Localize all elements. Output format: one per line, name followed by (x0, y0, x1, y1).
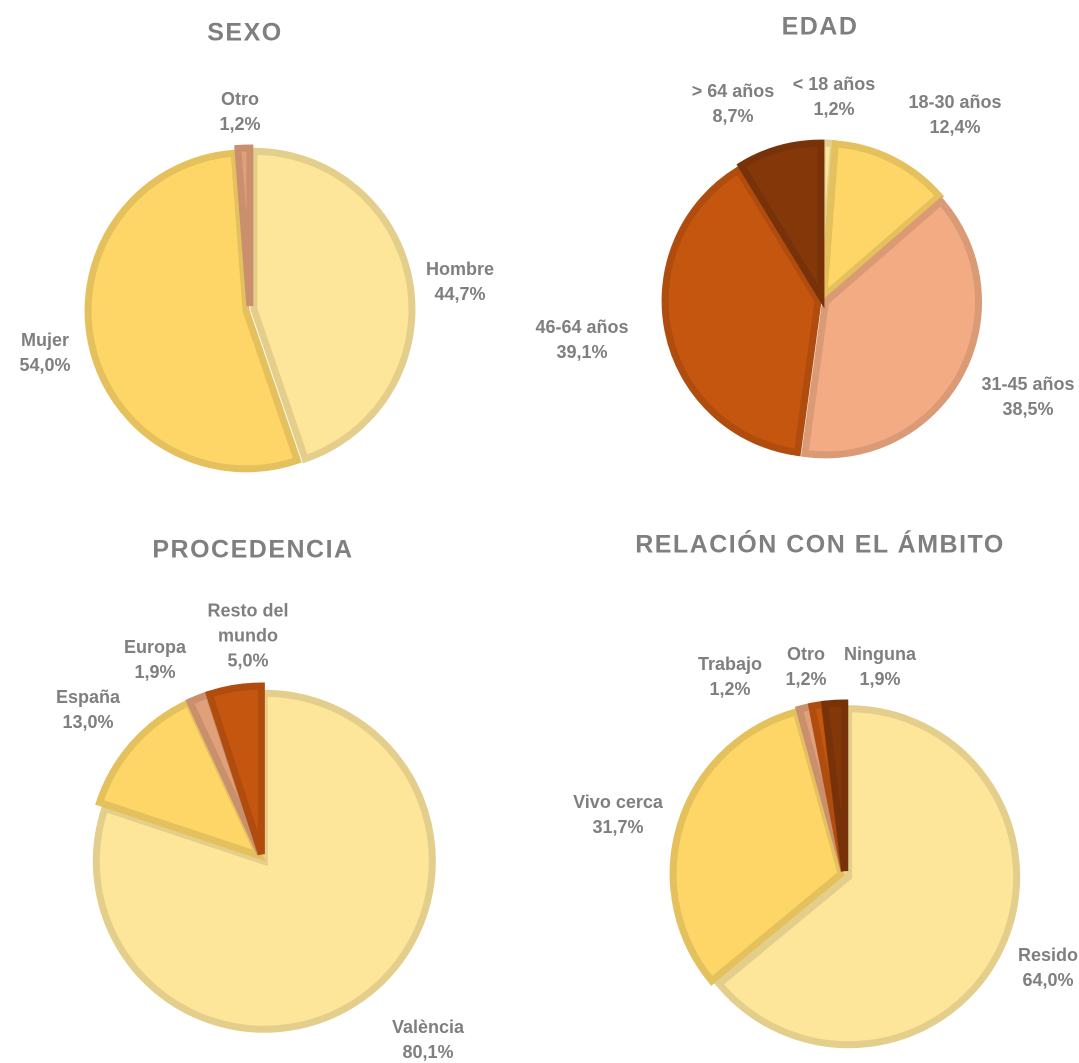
slice-label: Otro 1,2% (190, 87, 290, 137)
pie-slice (84, 149, 302, 473)
pie-slice (95, 698, 266, 862)
slice-label: València 80,1% (378, 1015, 478, 1063)
slice-label: Ninguna 1,9% (830, 642, 930, 692)
pie-slice (819, 140, 945, 305)
category-label: Ninguna (844, 644, 916, 664)
value-label: 1,9% (859, 669, 901, 689)
category-label: < 18 años (792, 74, 876, 94)
category-label: València (391, 1017, 465, 1037)
pie-slice (234, 144, 254, 307)
pie-slice (820, 699, 849, 872)
pie-slice (661, 165, 822, 457)
category-label: Hombre (425, 259, 494, 279)
category-label: Europa (123, 637, 186, 657)
pie-slice (669, 707, 846, 986)
value-label: 13,0% (62, 712, 114, 732)
slice-label: < 18 años 1,2% (784, 72, 884, 122)
category-label: Resto del mundo (207, 600, 289, 646)
category-label: 18-30 años (908, 92, 1002, 112)
slice-label: 18-30 años 12,4% (905, 90, 1005, 140)
chart-title: SEXO (207, 18, 283, 47)
slice-label: 31-45 años 38,5% (978, 372, 1078, 422)
value-label: 5,0% (227, 650, 269, 671)
slice-label: Resido 64,0% (998, 943, 1079, 993)
pie-slice (736, 139, 825, 309)
slice-label: España 13,0% (38, 685, 138, 735)
value-label: 1,2% (785, 669, 827, 689)
pie-slice (250, 147, 416, 464)
category-label: Resido (1017, 945, 1078, 965)
category-label: Otro (221, 89, 259, 109)
value-label: 1,2% (813, 99, 855, 119)
value-label: 54,0% (19, 355, 71, 375)
value-label: 1,2% (219, 114, 261, 134)
category-label: 46-64 años (535, 317, 629, 337)
chart-title: RELACIÓN CON EL ÁMBITO (635, 530, 1005, 559)
category-label: Otro (787, 644, 825, 664)
value-label: 44,7% (434, 284, 486, 304)
slice-label: Resto del mundo 5,0% (198, 599, 298, 674)
pie-slice (205, 682, 265, 856)
category-label: España (55, 687, 121, 707)
pie-slice (714, 705, 1021, 1049)
category-label: Vivo cerca (573, 792, 663, 812)
slice-label: 46-64 años 39,1% (532, 315, 632, 365)
category-label: Trabajo (697, 654, 763, 674)
chart-title: PROCEDENCIA (152, 535, 354, 564)
pie-slice (92, 689, 436, 1033)
value-label: 80,1% (402, 1042, 454, 1062)
slice-label: Otro 1,2% (756, 642, 856, 692)
value-label: 12,4% (929, 117, 981, 137)
category-label: 31-45 años (981, 374, 1075, 394)
value-label: 39,1% (556, 342, 608, 362)
pie-slice (800, 196, 982, 459)
value-label: 1,9% (134, 662, 176, 682)
slice-label: > 64 años 8,7% (683, 79, 783, 129)
slice-label: Europa 1,9% (105, 635, 205, 685)
slice-label: Trabajo 1,2% (680, 652, 780, 702)
value-label: 31,7% (592, 817, 644, 837)
category-label: > 64 años (691, 81, 775, 101)
slice-label: Vivo cerca 31,7% (568, 790, 668, 840)
value-label: 64,0% (1022, 970, 1074, 990)
category-label: Mujer (20, 330, 69, 350)
slice-label: Hombre 44,7% (410, 257, 510, 307)
value-label: 1,2% (709, 679, 751, 699)
slice-label: Mujer 54,0% (0, 328, 95, 378)
value-label: 8,7% (712, 106, 754, 126)
chart-title: EDAD (781, 12, 859, 41)
value-label: 38,5% (1002, 399, 1054, 419)
